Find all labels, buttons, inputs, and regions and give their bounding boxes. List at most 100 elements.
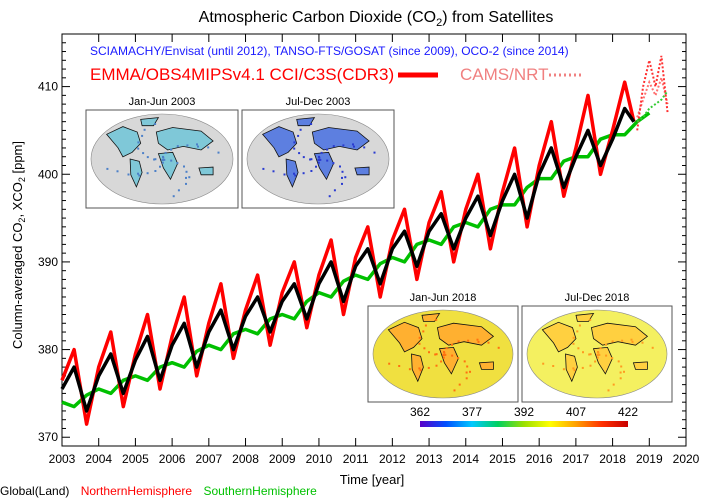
series-layer [60, 55, 669, 426]
map-pixel [440, 360, 443, 363]
map-pixel [597, 351, 599, 353]
map-pixel [487, 341, 490, 344]
map-pixel [445, 347, 448, 350]
map-pixel [293, 147, 296, 150]
map-pixel [465, 371, 468, 374]
axes: 2003 2004 2005 2006 2007 2008 2009 2010 2011 2012… [38, 33, 700, 466]
map-pixel [164, 151, 167, 154]
map-pixel [605, 343, 607, 346]
map-pixel [457, 340, 460, 343]
map-pixel [589, 318, 592, 321]
map-pixel [607, 389, 610, 392]
map-pixel [317, 159, 320, 161]
x-tick-label: 2007 [195, 452, 222, 466]
map-pixel [352, 143, 354, 146]
legend-global: Global(Land) [0, 484, 70, 498]
map-pixel [186, 144, 189, 147]
map-pixel [435, 318, 438, 321]
map-pixel [572, 367, 575, 370]
map-pixel [443, 351, 445, 353]
map-pixel [294, 174, 297, 177]
map-pixel [562, 368, 565, 371]
x-tick-label: 2009 [269, 452, 296, 466]
map-pixel [127, 173, 130, 176]
map-pixel [435, 353, 438, 356]
map-pixel [596, 354, 599, 356]
map-pixel [418, 336, 421, 339]
map-pixel [589, 364, 592, 367]
map-pixel [217, 151, 220, 154]
map-pixel [317, 161, 320, 164]
x-tick-label: 2004 [85, 452, 112, 466]
inset-map [367, 305, 519, 403]
map-pixel [428, 351, 430, 354]
map-pixel [453, 389, 456, 392]
series-line-Global(Land) [60, 106, 636, 413]
inset-map-title: Jan-Jun 2018 [410, 292, 477, 304]
x-tick-label: 2006 [159, 452, 186, 466]
map-pixel [154, 170, 157, 172]
y-tick-label: 380 [38, 343, 58, 357]
x-tick-label: 2019 [636, 452, 663, 466]
map-pixel [578, 324, 581, 327]
map-pixel [298, 152, 301, 155]
map-pixel [576, 330, 579, 333]
map-pixel [605, 354, 608, 357]
map-continent [541, 321, 577, 353]
map-pixel [353, 145, 355, 148]
map-continent [198, 166, 214, 176]
x-tick-label: 2014 [452, 452, 479, 466]
map-pixel [302, 156, 305, 159]
map-pixel [146, 156, 149, 159]
map-pixel [435, 364, 438, 367]
map-pixel [185, 170, 188, 173]
map-pixel [207, 146, 210, 149]
x-tick-label: 2012 [379, 452, 406, 466]
map-pixel [116, 170, 119, 173]
map-continent [140, 117, 160, 127]
nrt-line [636, 74, 669, 118]
y-axis-label: Column-averaged CO2, XCO2 [ppm] [10, 141, 27, 349]
map-pixel [599, 347, 602, 350]
map-pixel [176, 145, 179, 148]
map-pixel [588, 353, 591, 356]
map-continent [296, 117, 316, 127]
map-pixel [146, 172, 149, 175]
x-tick-label: 2013 [416, 452, 443, 466]
map-pixel [612, 383, 615, 386]
map-pixel [176, 162, 179, 165]
map-pixel [611, 340, 614, 343]
map-pixel [161, 159, 164, 161]
x-tick-label: 2011 [343, 452, 369, 466]
map-pixel [451, 343, 453, 346]
map-pixel [542, 362, 545, 365]
map-pixel [476, 338, 479, 341]
map-pixel [272, 170, 275, 173]
map-pixel [326, 159, 329, 162]
x-tick-label: 2018 [599, 452, 626, 466]
nrt-line [636, 55, 669, 131]
y-tick-label: 400 [38, 167, 58, 181]
inset-map [521, 305, 673, 403]
map-pixel [398, 365, 401, 367]
map-continent [436, 322, 495, 346]
x-tick-label: 2017 [563, 452, 590, 466]
y-tick-label: 410 [38, 80, 58, 94]
map-pixel [138, 174, 141, 177]
colorbar-tick-label: 362 [410, 405, 430, 419]
series-line-SouthernHemisphere [61, 111, 651, 409]
map-pixel [552, 365, 555, 367]
map-pixel [463, 360, 466, 363]
map-pixel [469, 370, 471, 373]
map-continent [105, 126, 142, 158]
nrt-line [636, 90, 669, 123]
map-pixel [293, 172, 295, 175]
map-pixel [341, 170, 344, 173]
chart-title: Atmospheric Carbon Dioxide (CO2) from Sa… [199, 9, 554, 29]
inset-map-title: Jan-Jun 2003 [129, 96, 196, 108]
map-continent [387, 321, 423, 353]
map-pixel [310, 158, 313, 161]
map-pixel [598, 353, 601, 356]
